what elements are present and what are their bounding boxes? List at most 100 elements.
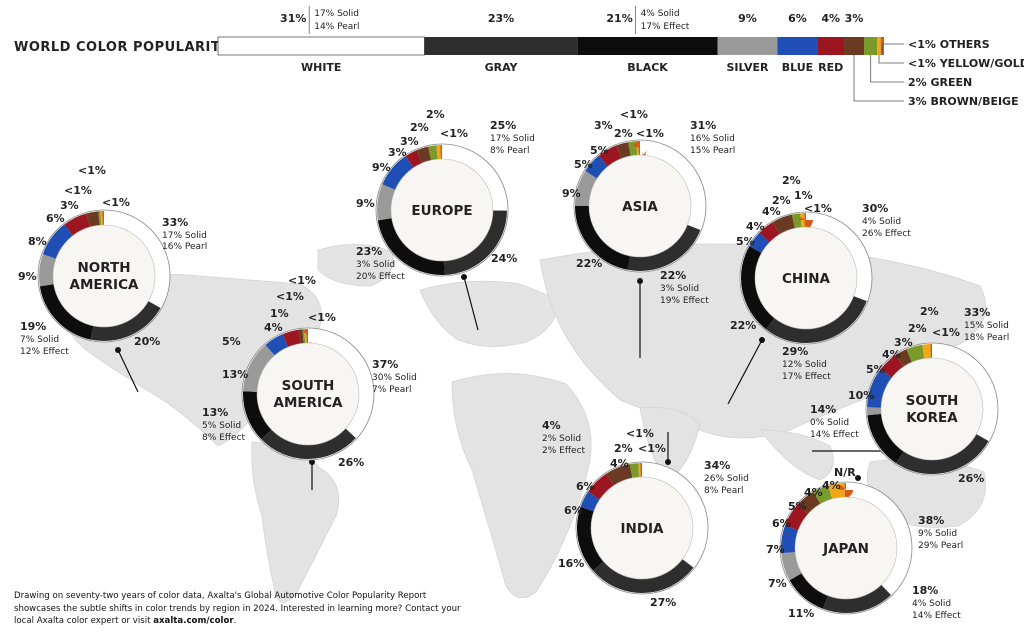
bar-note1-black: 4% Solid (641, 9, 680, 19)
region-label-europe-0: 25% (490, 119, 516, 132)
region-label-north-america-8: 8% (28, 235, 47, 248)
region-label-europe-10: 3% (400, 135, 419, 148)
region-label-south-america-1: 30% Solid (372, 373, 417, 383)
region-label-japan-7: 7% (768, 577, 787, 590)
region-label-india-7: 4% (542, 419, 561, 432)
region-label-japan-9: 6% (772, 517, 791, 530)
region-label-south-korea-0: 33% (964, 306, 990, 319)
region-label-north-america-2: 16% Pearl (162, 242, 207, 252)
region-label-china-0: 30% (862, 202, 888, 215)
region-label-japan-4: 4% Solid (912, 599, 951, 609)
region-label-india-1: 26% Solid (704, 474, 749, 484)
pin-europe (461, 274, 467, 280)
bar-label-gray: GRAY (485, 61, 519, 74)
region-name2-north-america: AMERICA (70, 277, 139, 293)
bar-seg-green (864, 37, 878, 55)
region-label-south-america-6: 8% Effect (202, 433, 246, 443)
region-label-europe-1: 17% Solid (490, 134, 535, 144)
region-label-japan-10: 5% (788, 500, 807, 513)
callout-line-brown (853, 55, 904, 102)
bar-label-blue: BLUE (782, 61, 813, 74)
region-name-asia: ASIA (622, 199, 658, 215)
region-label-china-10: 2% (772, 194, 791, 207)
region-label-south-korea-1: 15% Solid (964, 321, 1009, 331)
region-label-japan-6: 11% (788, 607, 814, 620)
region-label-north-america-0: 33% (162, 216, 188, 229)
region-label-china-4: 12% Solid (782, 360, 827, 370)
region-label-japan-2: 29% Pearl (918, 541, 963, 551)
region-label-south-korea-11: 2% (908, 322, 927, 335)
donut-seg-asia-other (575, 141, 705, 271)
region-label-south-korea-4: 14% (810, 403, 836, 416)
donut-center-north-america (52, 224, 156, 328)
region-label-south-america-12: <1% (288, 274, 316, 287)
region-label-north-america-6: 12% Effect (20, 347, 69, 357)
footer-text: Drawing on seventy-two years of color da… (14, 591, 461, 626)
region-label-asia-12: <1% (620, 108, 648, 121)
footer-end: . (233, 616, 237, 626)
donut-seg-europe-other (377, 145, 507, 275)
footer-link[interactable]: axalta.com/color (153, 616, 234, 626)
donut-seg-asia-gray (575, 141, 705, 271)
southeast-asia-shape (759, 429, 834, 481)
region-name-south-korea: SOUTH (906, 393, 959, 409)
region-label-europe-7: 9% (356, 197, 375, 210)
region-label-south-korea-2: 18% Pearl (964, 333, 1009, 343)
bar-seg-brown (844, 37, 865, 55)
region-label-south-america-0: 37% (372, 358, 398, 371)
bar-seg-silver (717, 37, 778, 55)
region-label-asia-0: 31% (690, 119, 716, 132)
region-label-europe-6: 20% Effect (356, 272, 405, 282)
region-label-europe-3: 24% (491, 252, 517, 265)
region-label-asia-5: 3% Solid (660, 284, 699, 294)
region-label-india-2: 8% Pearl (704, 486, 744, 496)
bar-seg-blue (777, 37, 818, 55)
europe-shape (419, 280, 561, 347)
region-label-india-10: 4% (610, 457, 629, 470)
region-label-china-8: 4% (746, 220, 765, 233)
pin-north-america (115, 347, 121, 353)
region-label-china-13: <1% (804, 202, 832, 215)
bar-pct-blue: 6% (788, 12, 807, 25)
region-label-japan-13: N/R (834, 466, 856, 479)
pin-japan (855, 475, 861, 481)
region-label-india-3: 27% (650, 596, 676, 609)
callout-label-other: <1% OTHERS (908, 38, 990, 51)
region-label-europe-2: 8% Pearl (490, 146, 530, 156)
region-label-south-korea-7: 10% (848, 389, 874, 402)
region-label-europe-13: <1% (440, 127, 468, 140)
region-label-asia-6: 19% Effect (660, 296, 709, 306)
region-label-south-america-5: 5% Solid (202, 421, 241, 431)
region-label-south-korea-12: 2% (920, 305, 939, 318)
region-label-south-america-2: 7% Pearl (372, 385, 412, 395)
callout-label-green: 2% GREEN (908, 76, 972, 89)
region-label-south-korea-5: 0% Solid (810, 418, 849, 428)
region-label-europe-9: 3% (388, 146, 407, 159)
region-label-china-11: 2% (782, 174, 801, 187)
region-label-china-7: 5% (736, 235, 755, 248)
donut-center-china (754, 226, 858, 330)
donut-india: INDIA 34% 26% Solid 8% Pearl 27% 16% 6% 6% 4% 2% … (542, 419, 749, 609)
callout-label-brown: 3% BROWN/BEIGE (908, 95, 1019, 108)
leader-north-america (117, 349, 139, 393)
region-name-india: INDIA (621, 521, 665, 537)
bar-pct-gray: 23% (488, 12, 514, 25)
callout-line-other (881, 43, 904, 55)
region-label-asia-2: 15% Pearl (690, 146, 735, 156)
donut-seg-china-black (741, 213, 871, 343)
region-label-asia-4: 22% (576, 257, 602, 270)
region-label-china-5: 17% Effect (782, 372, 831, 382)
donut-center-europe (390, 158, 494, 262)
region-label-south-korea-6: 14% Effect (810, 430, 859, 440)
bar-label-red: RED (818, 61, 843, 74)
pin-india (665, 459, 671, 465)
donut-japan: JAPAN 38% 9% Solid 29% Pearl 18% 4% Solid 14% … (766, 466, 963, 621)
region-label-south-america-10: 1% (270, 307, 289, 320)
callout-line-yellow (878, 55, 904, 64)
world-color-bar: WHITE 31% 17% Solid 14% Pearl GRAY 23% BLACK 21… (217, 6, 1024, 108)
